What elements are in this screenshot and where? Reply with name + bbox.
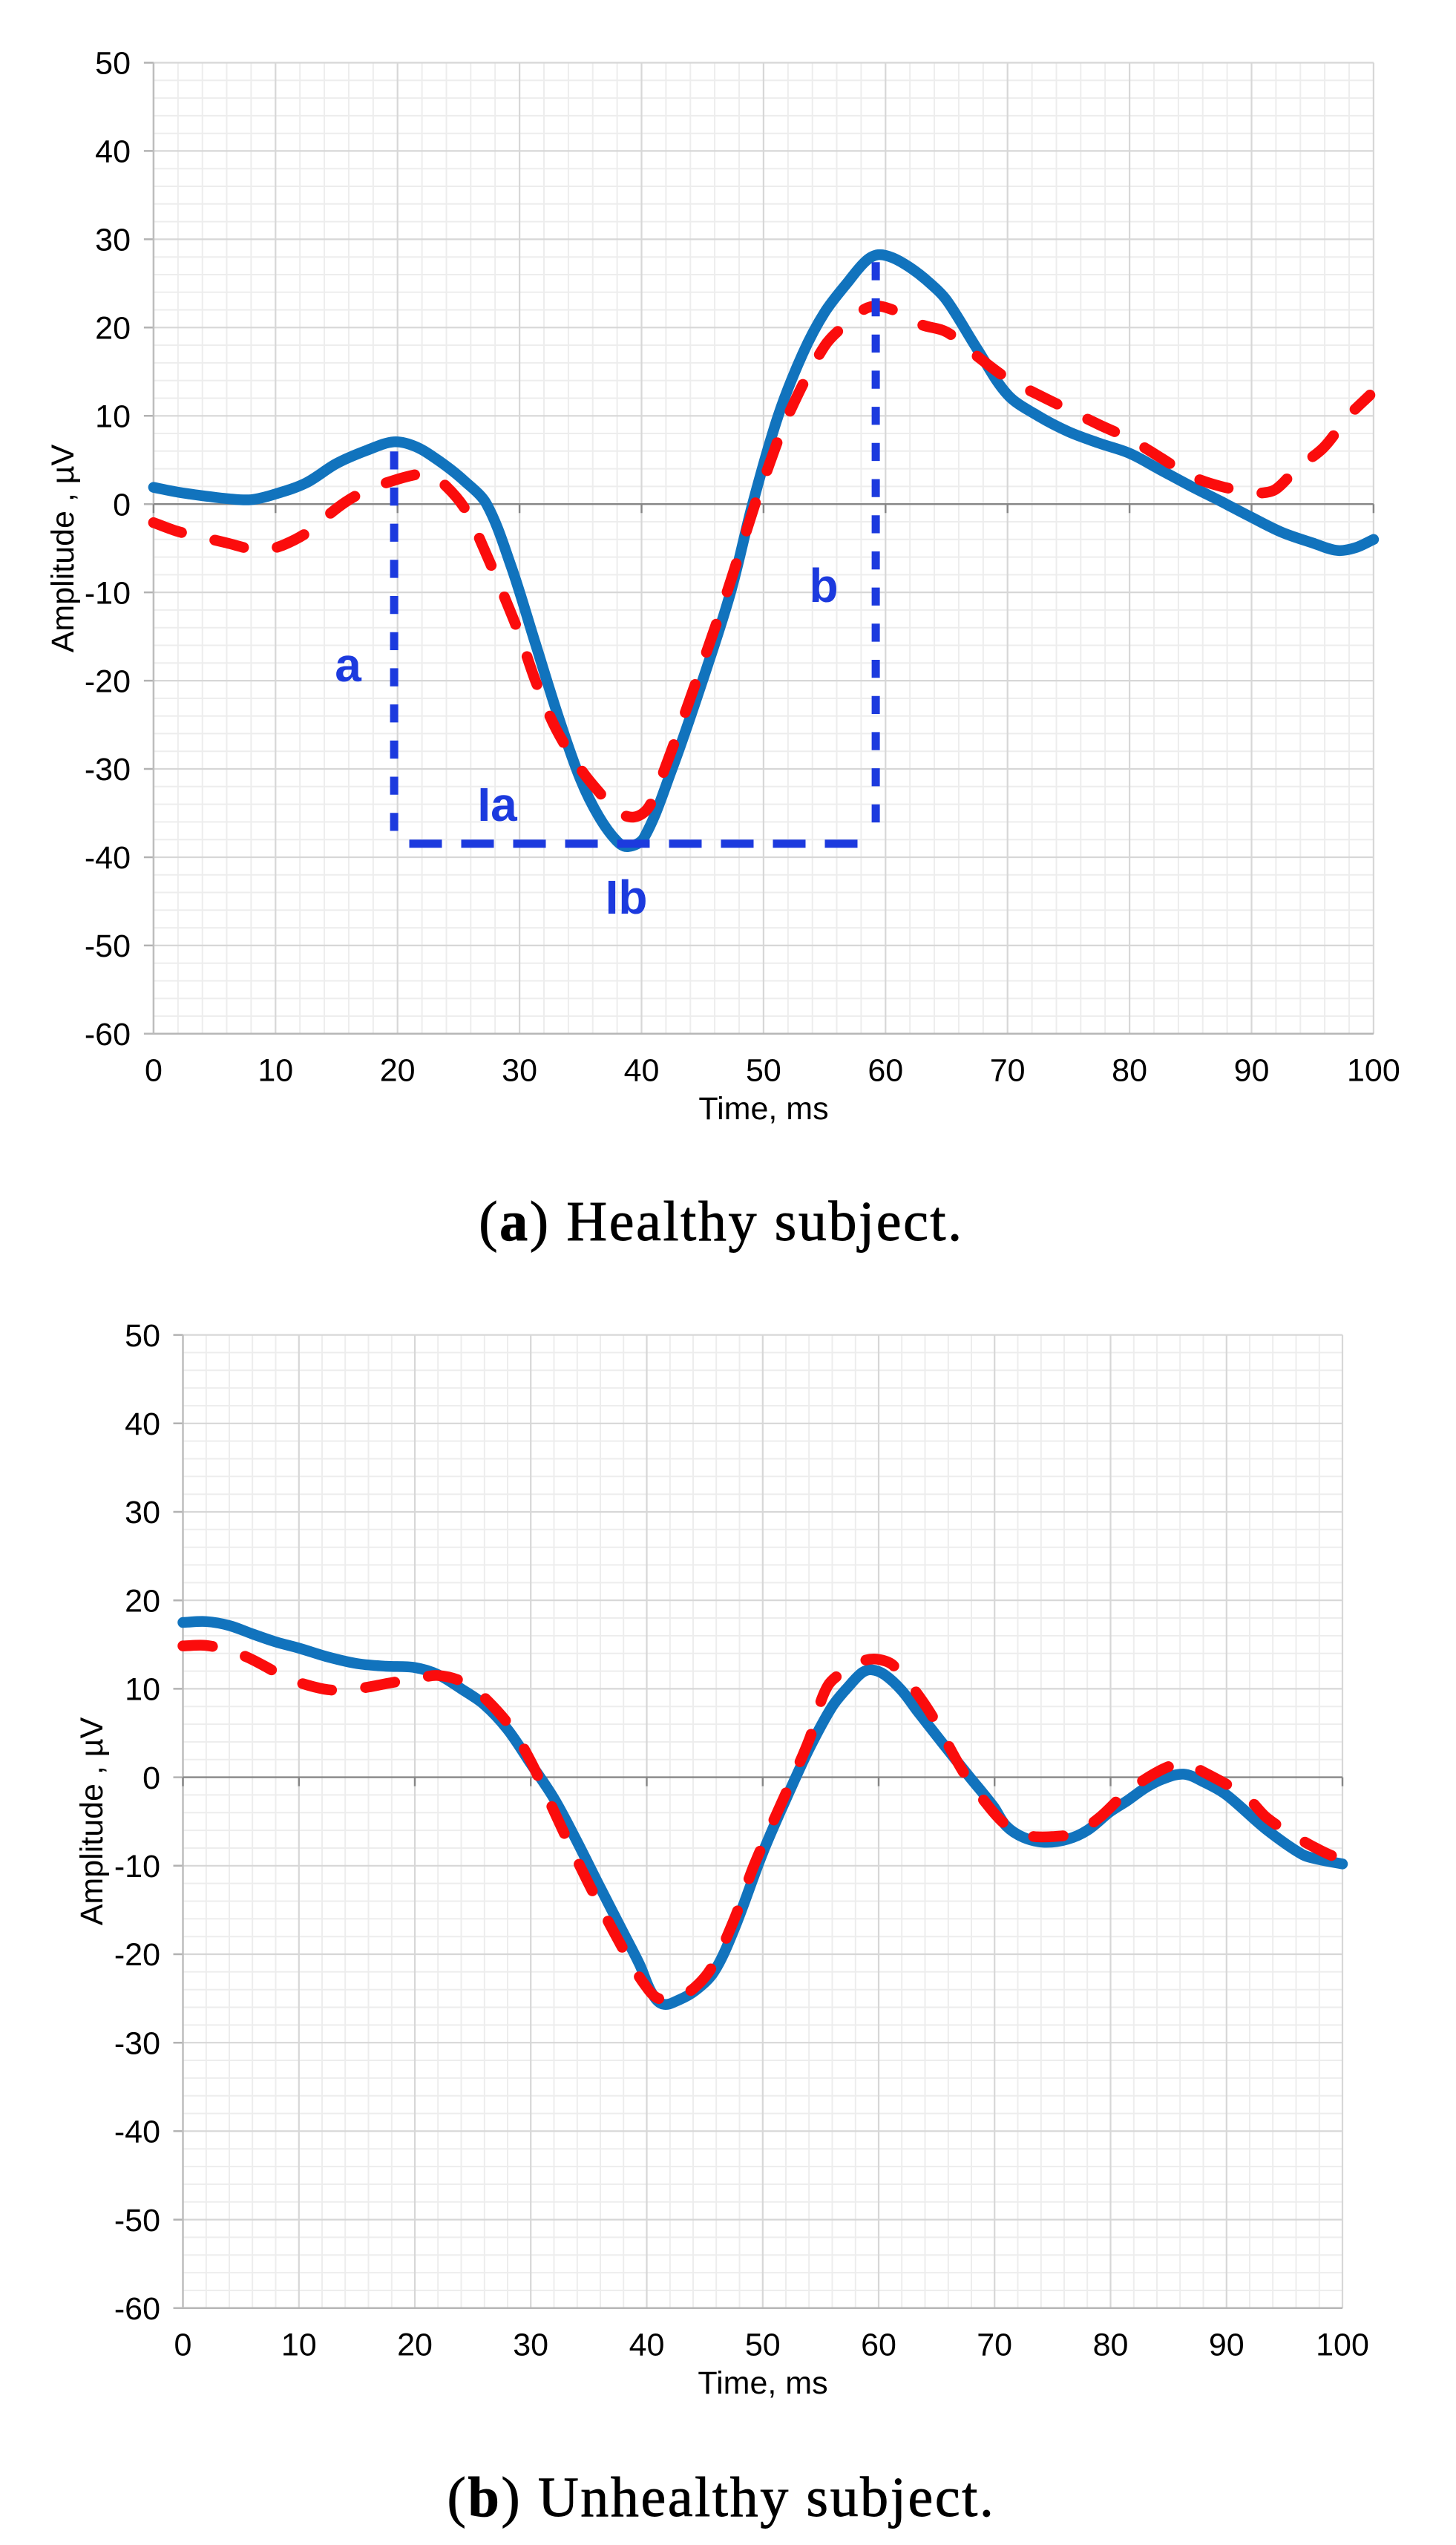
svg-text:(a) Healthy subject.: (a) Healthy subject. xyxy=(479,1190,964,1253)
svg-text:50: 50 xyxy=(745,2327,781,2362)
svg-text:100: 100 xyxy=(1347,1052,1400,1088)
svg-text:Time, ms: Time, ms xyxy=(698,2365,827,2401)
svg-text:40: 40 xyxy=(624,1052,660,1088)
svg-text:Ib: Ib xyxy=(606,871,648,924)
svg-text:-40: -40 xyxy=(114,2115,160,2150)
svg-text:40: 40 xyxy=(629,2327,665,2362)
svg-text:20: 20 xyxy=(397,2327,433,2362)
svg-text:-30: -30 xyxy=(114,2025,160,2061)
svg-text:-20: -20 xyxy=(85,664,131,699)
svg-text:-30: -30 xyxy=(85,752,131,787)
svg-text:-40: -40 xyxy=(85,840,131,876)
svg-text:70: 70 xyxy=(990,1052,1026,1088)
svg-text:-60: -60 xyxy=(114,2291,160,2327)
svg-text:60: 60 xyxy=(861,2327,896,2362)
svg-text:Ia: Ia xyxy=(477,778,517,831)
svg-text:0: 0 xyxy=(142,1760,160,1796)
svg-text:10: 10 xyxy=(258,1052,293,1088)
svg-text:40: 40 xyxy=(95,134,131,170)
svg-text:40: 40 xyxy=(125,1406,160,1442)
svg-text:50: 50 xyxy=(746,1052,781,1088)
svg-text:-60: -60 xyxy=(85,1017,131,1052)
svg-text:100: 100 xyxy=(1316,2327,1369,2362)
svg-text:10: 10 xyxy=(95,399,131,435)
svg-text:Amplitude , µV: Amplitude , µV xyxy=(45,444,81,652)
svg-text:90: 90 xyxy=(1234,1052,1270,1088)
svg-text:-10: -10 xyxy=(114,1849,160,1884)
svg-text:50: 50 xyxy=(95,46,131,82)
svg-text:20: 20 xyxy=(95,311,131,347)
svg-text:20: 20 xyxy=(125,1583,160,1619)
svg-text:70: 70 xyxy=(977,2327,1012,2362)
svg-text:Amplitude , µV: Amplitude , µV xyxy=(74,1717,110,1925)
svg-text:b: b xyxy=(809,559,838,612)
svg-text:20: 20 xyxy=(380,1052,416,1088)
svg-text:0: 0 xyxy=(113,487,131,523)
svg-text:Time, ms: Time, ms xyxy=(698,1091,828,1127)
svg-text:30: 30 xyxy=(95,223,131,258)
svg-text:-50: -50 xyxy=(85,928,131,964)
svg-text:60: 60 xyxy=(868,1052,903,1088)
svg-text:30: 30 xyxy=(513,2327,548,2362)
svg-text:-50: -50 xyxy=(114,2203,160,2238)
svg-text:80: 80 xyxy=(1093,2327,1129,2362)
svg-text:50: 50 xyxy=(125,1318,160,1354)
svg-text:90: 90 xyxy=(1209,2327,1245,2362)
svg-text:-20: -20 xyxy=(114,1937,160,1973)
svg-text:80: 80 xyxy=(1112,1052,1147,1088)
svg-text:a: a xyxy=(335,638,361,692)
svg-text:30: 30 xyxy=(502,1052,537,1088)
svg-text:(b) Unhealthy subject.: (b) Unhealthy subject. xyxy=(447,2466,996,2529)
svg-text:0: 0 xyxy=(174,2327,192,2362)
svg-text:10: 10 xyxy=(281,2327,317,2362)
svg-text:-10: -10 xyxy=(85,575,131,611)
svg-text:10: 10 xyxy=(125,1672,160,1708)
svg-text:30: 30 xyxy=(125,1495,160,1530)
svg-text:0: 0 xyxy=(145,1052,163,1088)
